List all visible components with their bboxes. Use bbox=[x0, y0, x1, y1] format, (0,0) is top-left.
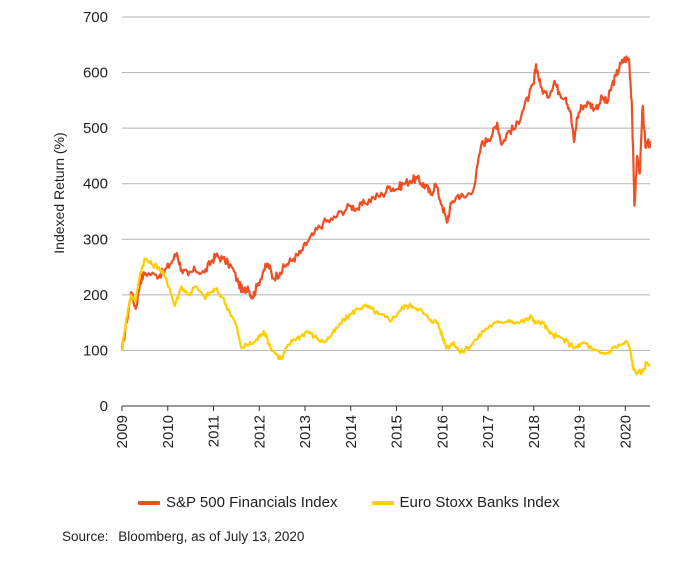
x-tick-label: 2017 bbox=[480, 415, 497, 448]
series-lines bbox=[120, 55, 652, 376]
y-tick-label: 400 bbox=[83, 176, 108, 193]
x-tick-label: 2013 bbox=[297, 415, 314, 448]
y-tick-label: 0 bbox=[100, 398, 108, 415]
legend-swatch-sp500 bbox=[138, 500, 160, 505]
y-axis-label: Indexed Return (%) bbox=[51, 132, 67, 253]
x-tick-label: 2019 bbox=[572, 415, 589, 448]
y-tick-label: 200 bbox=[83, 287, 108, 304]
x-tick-label: 2018 bbox=[526, 415, 543, 448]
x-tick-labels: 2009 2010 2011 2012 2013 2014 2015 2016 2017 2018… bbox=[114, 406, 634, 448]
series-line-sp500-financials bbox=[120, 55, 652, 351]
y-tick-label: 100 bbox=[83, 342, 108, 359]
legend-label-eurostoxx: Euro Stoxx Banks Index bbox=[399, 494, 560, 511]
legend: S&P 500 Financials Index Euro Stoxx Bank… bbox=[138, 494, 594, 511]
source-text: Bloomberg, as of July 13, 2020 bbox=[118, 529, 305, 544]
y-tick-label: 300 bbox=[83, 231, 108, 248]
x-tick-label: 2011 bbox=[206, 415, 223, 447]
legend-swatch-eurostoxx bbox=[371, 500, 394, 505]
series-line-euro-stoxx-banks bbox=[120, 257, 651, 376]
source-note: Source: Bloomberg, as of July 13, 2020 bbox=[62, 529, 310, 544]
legend-label-sp500: S&P 500 Financials Index bbox=[166, 494, 338, 511]
x-tick-label: 2020 bbox=[617, 415, 634, 448]
x-tick-label: 2015 bbox=[389, 415, 406, 448]
x-tick-label: 2010 bbox=[160, 415, 177, 448]
y-tick-label: 700 bbox=[83, 9, 108, 26]
x-tick-label: 2009 bbox=[114, 415, 131, 448]
source-label: Source: bbox=[62, 529, 109, 544]
y-tick-label: 500 bbox=[83, 120, 108, 137]
x-tick-label: 2014 bbox=[343, 415, 360, 448]
legend-item-eurostoxx: Euro Stoxx Banks Index bbox=[371, 494, 560, 511]
y-tick-label: 600 bbox=[83, 65, 108, 82]
x-tick-label: 2016 bbox=[434, 415, 451, 448]
x-tick-label: 2012 bbox=[251, 415, 268, 448]
legend-item-sp500: S&P 500 Financials Index bbox=[138, 494, 338, 511]
y-tick-labels: 0 100 200 300 400 500 600 700 bbox=[83, 9, 108, 415]
gridlines bbox=[122, 16, 650, 351]
